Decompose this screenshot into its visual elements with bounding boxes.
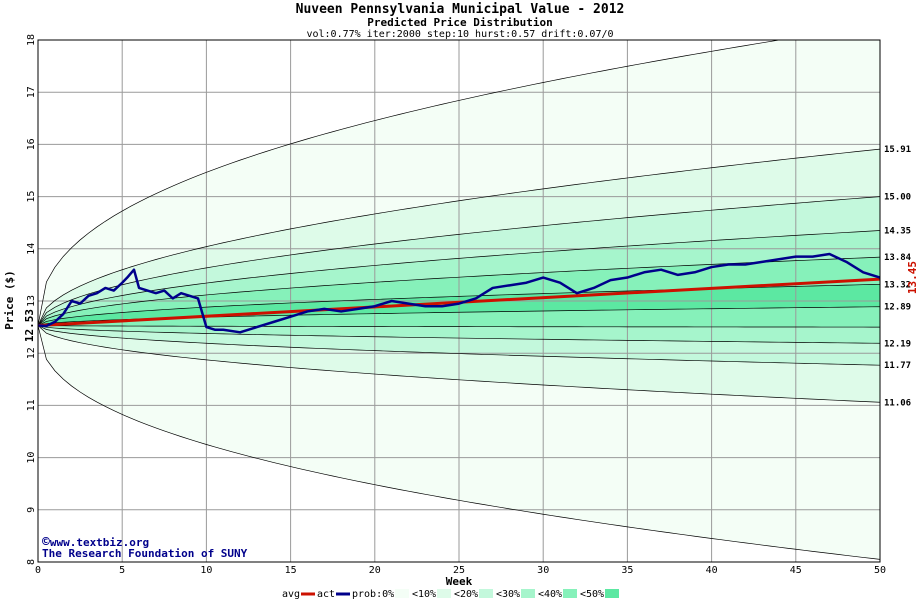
- y-tick-label: 8: [26, 559, 37, 565]
- x-tick-label: 25: [453, 565, 465, 576]
- right-percentile-label: 11.77: [884, 361, 911, 371]
- legend-label: act: [317, 589, 335, 600]
- percentile-line: [38, 325, 880, 344]
- y-axis-ticks: 8 9 10 11 12 13 14 15 16 17 18: [26, 34, 37, 565]
- y-tick-label: 12: [26, 347, 37, 359]
- actual-price-line: [37, 252, 881, 334]
- y-tick-label: 11: [26, 399, 37, 411]
- percentile-line: [38, 196, 880, 326]
- legend: avg act prob:0% <10% <20% <30% <40% <50%: [282, 589, 619, 600]
- y-tick-label: 18: [26, 34, 37, 46]
- percentile-line: [38, 256, 880, 326]
- y-tick-label: 9: [26, 507, 37, 513]
- series-lines: [37, 252, 881, 334]
- end-actual-label: 13.45: [906, 261, 919, 294]
- right-percentile-label: 12.19: [884, 339, 911, 349]
- y-tick-label: 15: [26, 191, 37, 203]
- percentile-line: [38, 148, 880, 326]
- legend-label: <50%: [580, 589, 604, 600]
- plot-border: [37, 39, 881, 563]
- right-percentile-label: 12.89: [884, 303, 911, 313]
- x-tick-label: 15: [285, 565, 297, 576]
- y-tick-label: 14: [26, 243, 37, 255]
- y-tick-label: 13: [26, 295, 37, 307]
- chart-subtitle: Predicted Price Distribution: [367, 16, 552, 29]
- simulation-params: vol:0.77% iter:2000 step:10 hurst:0.57 d…: [306, 29, 613, 40]
- legend-label: <20%: [454, 589, 478, 600]
- y-tick-label: 10: [26, 452, 37, 464]
- x-tick-label: 35: [621, 565, 633, 576]
- start-price-label: 12.53: [23, 309, 36, 342]
- x-tick-label: 45: [790, 565, 802, 576]
- percentile-line: [38, 325, 880, 366]
- x-tick-label: 30: [537, 565, 549, 576]
- y-tick-label: 17: [26, 86, 37, 98]
- percentile-line: [38, 325, 880, 403]
- right-percentile-label: 13.32: [884, 280, 911, 290]
- x-tick-label: 5: [119, 565, 125, 576]
- legend-label: avg: [282, 589, 300, 600]
- copyright-symbol: ©: [42, 535, 50, 550]
- x-tick-label: 50: [874, 565, 886, 576]
- right-percentile-label: 11.06: [884, 398, 911, 408]
- y-tick-label: 16: [26, 138, 37, 150]
- y-axis-label: Price ($): [3, 270, 16, 330]
- x-axis-label: Week: [446, 575, 473, 588]
- chart-title: Nuveen Pennsylvania Municipal Value - 20…: [296, 2, 625, 17]
- legend-swatch-band: [605, 589, 619, 598]
- legend-swatch-band: [521, 589, 535, 598]
- credits: ©www.textbiz.org The Research Foundation…: [42, 535, 248, 560]
- percentile-line: [38, 325, 880, 560]
- legend-swatch-band: [437, 589, 451, 598]
- x-tick-label: 0: [35, 565, 41, 576]
- right-percentile-label: 14.35: [884, 227, 911, 237]
- legend-swatch-band: [479, 589, 493, 598]
- legend-label: prob:0%: [352, 589, 394, 600]
- percentile-line: [38, 230, 880, 326]
- percentile-line: [38, 325, 880, 328]
- right-percentile-label: 13.84: [884, 253, 912, 263]
- legend-swatch-band: [395, 589, 409, 598]
- credit-url: www.textbiz.org: [50, 536, 149, 549]
- x-tick-label: 10: [200, 565, 212, 576]
- x-tick-label: 40: [706, 565, 718, 576]
- right-percentile-label: 15.91: [884, 145, 911, 155]
- x-tick-label: 20: [369, 565, 381, 576]
- x-axis-ticks: 0 5 10 15 20 25 30 35 40 45 50: [35, 565, 886, 576]
- percentile-line: [38, 40, 782, 326]
- legend-label: <30%: [496, 589, 520, 600]
- svg-text:©www.textbiz.org: ©www.textbiz.org: [42, 535, 149, 550]
- legend-label: <10%: [412, 589, 436, 600]
- right-percentile-labels: 15.91 15.00 14.35 13.84 13.32 12.89 12.19 11.77…: [884, 145, 912, 408]
- credit-organization: The Research Foundation of SUNY: [42, 547, 248, 560]
- right-percentile-label: 15.00: [884, 193, 911, 203]
- legend-label: <40%: [538, 589, 562, 600]
- legend-swatch-band: [563, 589, 577, 598]
